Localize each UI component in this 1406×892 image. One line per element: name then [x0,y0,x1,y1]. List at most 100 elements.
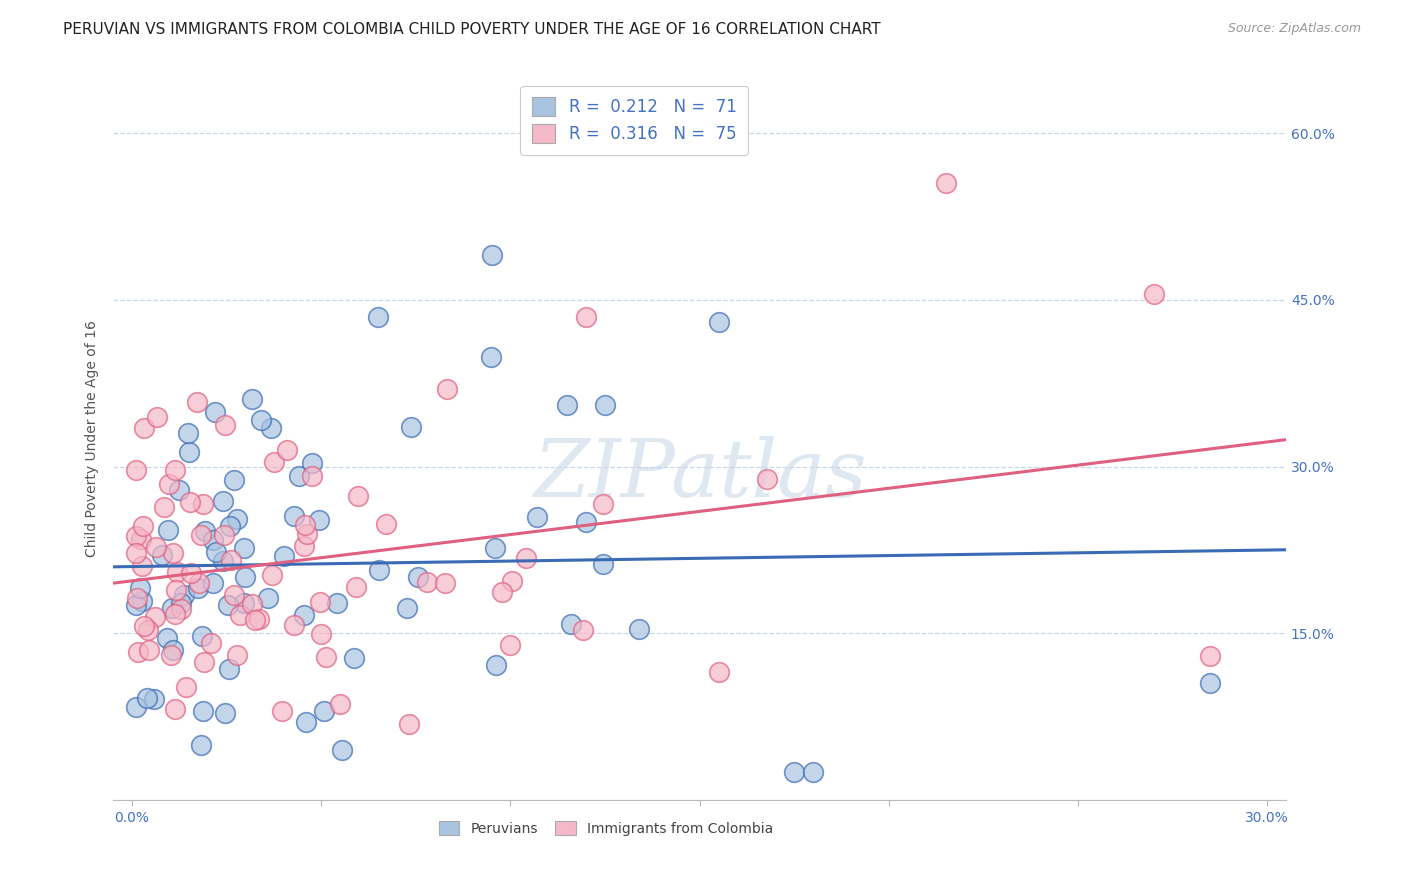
Point [201,533,224,547]
Point [485,657,508,672]
Point [233,570,256,584]
Point [162,643,184,657]
Point [283,617,305,632]
Point [434,576,457,591]
Point [193,655,215,669]
Point [294,539,316,553]
Point [330,743,353,757]
Point [479,350,502,364]
Point [499,638,522,652]
Point [301,456,323,470]
Point [295,714,318,729]
Point [138,643,160,657]
Point [347,489,370,503]
Point [179,445,201,459]
Legend: Peruvians, Immigrants from Colombia: Peruvians, Immigrants from Colombia [430,813,782,844]
Point [157,477,180,491]
Point [145,540,167,554]
Point [406,569,429,583]
Point [555,399,578,413]
Point [292,607,315,622]
Point [240,597,263,611]
Point [125,700,148,714]
Point [283,509,305,524]
Point [129,532,152,546]
Point [188,576,211,591]
Point [314,704,336,718]
Point [191,704,214,718]
Point [374,517,396,532]
Point [325,596,347,610]
Point [143,610,166,624]
Point [150,548,173,562]
Point [125,599,148,613]
Point [491,584,513,599]
Point [301,469,323,483]
Point [160,601,183,615]
Point [194,524,217,538]
Point [575,515,598,529]
Point [297,527,319,541]
Point [191,498,214,512]
Point [219,518,242,533]
Point [163,702,186,716]
Point [204,405,226,419]
Point [132,619,155,633]
Point [515,550,537,565]
Point [276,443,298,458]
Point [242,392,264,406]
Point [214,706,236,721]
Point [399,420,422,434]
Point [157,523,180,537]
Point [125,463,148,477]
Point [127,645,149,659]
Point [177,425,200,440]
Point [160,648,183,662]
Point [249,611,271,625]
Point [226,512,249,526]
Point [288,468,311,483]
Point [707,315,730,329]
Point [200,636,222,650]
Point [260,421,283,435]
Point [132,421,155,435]
Point [165,582,187,597]
Point [1142,287,1164,301]
Text: ZIPatlas: ZIPatlas [533,436,866,514]
Point [263,455,285,469]
Point [224,588,246,602]
Point [309,627,332,641]
Point [218,662,240,676]
Point [156,632,179,646]
Point [329,697,352,711]
Point [233,541,256,555]
Point [163,607,186,621]
Point [190,528,212,542]
Point [233,596,256,610]
Point [174,681,197,695]
Point [169,483,191,498]
Point [571,624,593,638]
Point [125,591,148,606]
Point [481,248,503,262]
Point [501,574,523,589]
Point [131,559,153,574]
Point [131,594,153,608]
Point [592,557,614,571]
Point [187,582,209,596]
Text: PERUVIAN VS IMMIGRANTS FROM COLOMBIA CHILD POVERTY UNDER THE AGE OF 16 CORRELATI: PERUVIAN VS IMMIGRANTS FROM COLOMBIA CHI… [63,22,882,37]
Point [173,588,195,602]
Point [142,691,165,706]
Point [415,574,437,589]
Point [249,413,271,427]
Point [191,629,214,643]
Point [801,765,824,780]
Point [214,417,236,432]
Point [315,650,337,665]
Point [129,581,152,595]
Point [135,691,157,706]
Point [593,399,616,413]
Point [294,517,316,532]
Point [212,527,235,541]
Point [273,549,295,564]
